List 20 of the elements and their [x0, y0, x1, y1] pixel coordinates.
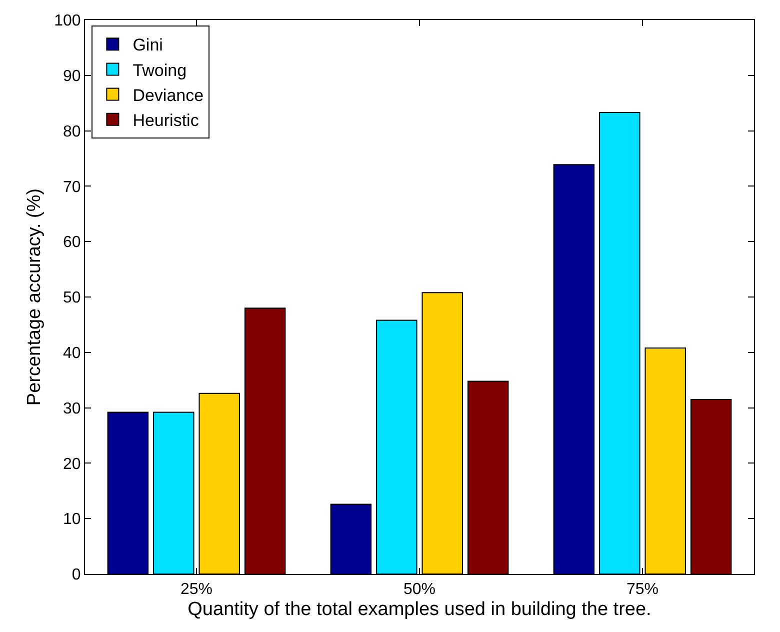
y-tick-label: 10 [63, 511, 81, 528]
x-axis-title: Quantity of the total examples used in building the tree. [188, 599, 652, 620]
x-tick-label: 25% [180, 581, 213, 598]
y-tick-label: 0 [72, 566, 81, 584]
x-tick-label: 75% [626, 581, 659, 598]
y-tick-label: 90 [63, 68, 81, 85]
y-tick-label: 40 [63, 345, 81, 362]
legend-label: Heuristic [132, 111, 200, 130]
y-axis-title: Percentage accuracy. (%) [24, 188, 45, 406]
y-tick-label: 20 [63, 456, 81, 473]
y-tick-label: 100 [54, 12, 81, 30]
legend-label: Twoing [132, 60, 187, 80]
x-tick-label: 50% [403, 581, 436, 598]
y-tick-label: 50 [63, 290, 81, 307]
y-tick-label: 60 [63, 234, 81, 252]
legend-label: Deviance [132, 86, 204, 105]
y-tick-label: 30 [63, 400, 81, 418]
legend-label: Gini [132, 36, 163, 55]
y-tick-label: 70 [63, 178, 81, 196]
y-tick-label: 80 [63, 123, 81, 140]
